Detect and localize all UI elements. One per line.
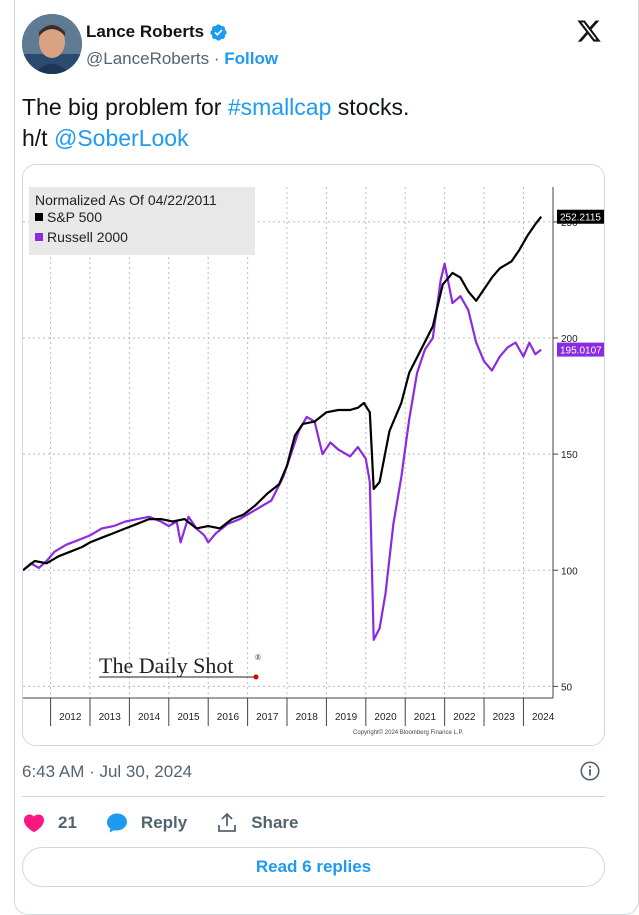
share-label: Share xyxy=(251,813,299,832)
author-handle[interactable]: @LanceRoberts xyxy=(86,49,210,68)
avatar-image xyxy=(22,14,82,74)
follow-button[interactable]: Follow xyxy=(224,49,279,68)
author-handle-row: @LanceRoberts · Follow xyxy=(86,49,278,69)
chart-copyright: Copyright© 2024 Bloomberg Finance L.P. xyxy=(353,729,464,736)
x-logo-icon[interactable] xyxy=(576,18,602,44)
legend-title: Normalized As Of 04/22/2011 xyxy=(35,192,217,208)
watermark-dot xyxy=(253,674,259,680)
legend-box xyxy=(29,187,255,255)
tweet-text-part1: The big problem for xyxy=(22,94,228,120)
x-tick-label-2024: 2024 xyxy=(532,712,555,723)
speech-bubble-icon xyxy=(106,813,127,833)
author-avatar[interactable] xyxy=(22,14,82,74)
heart-icon xyxy=(23,814,45,833)
x-tick-label-2015: 2015 xyxy=(177,712,200,723)
reply-label: Reply xyxy=(140,813,188,832)
sp500-line-end-label-bg xyxy=(557,209,604,224)
tweet-text-part2: stocks. xyxy=(331,94,410,120)
legend-russell-label: Russell 2000 xyxy=(47,229,128,245)
x-tick-label-2016: 2016 xyxy=(217,712,240,723)
x-tick-label-2012: 2012 xyxy=(59,712,82,723)
russell-2000-line-end-label-bg xyxy=(557,342,604,357)
author-display-name[interactable]: Lance Roberts xyxy=(86,22,228,42)
chart-series-lines xyxy=(23,216,543,641)
x-tick-label-2020: 2020 xyxy=(374,712,397,723)
tweet-text: The big problem for #smallcap stocks. h/… xyxy=(22,92,409,154)
series-end-labels: 252.2115 195.0107 xyxy=(557,209,604,357)
display-name-text[interactable]: Lance Roberts xyxy=(86,22,205,41)
y-tick-label-200: 200 xyxy=(561,334,578,345)
legend-sp500-label: S&P 500 xyxy=(47,209,102,225)
hashtag-link[interactable]: #smallcap xyxy=(227,94,332,120)
share-button[interactable]: Share xyxy=(215,811,298,835)
x-tick-label-2023: 2023 xyxy=(493,712,516,723)
x-tick-label-2021: 2021 xyxy=(414,712,437,723)
read-replies-button[interactable]: Read 6 replies xyxy=(22,847,605,887)
tweet-media-chart[interactable]: Normalized As Of 04/22/2011 S&P 500 Russ… xyxy=(22,164,605,746)
like-button[interactable]: 21 xyxy=(22,811,77,835)
divider xyxy=(22,796,605,797)
x-tick-label-2017: 2017 xyxy=(256,712,279,723)
verified-badge-icon xyxy=(210,23,227,41)
hat-tip-prefix: h/t xyxy=(22,125,54,151)
reply-button[interactable]: Reply xyxy=(105,811,187,835)
mention-link[interactable]: @SoberLook xyxy=(53,125,189,151)
handle-separator: · xyxy=(213,49,220,68)
info-icon[interactable] xyxy=(579,760,601,782)
y-tick-label-100: 100 xyxy=(561,566,578,577)
tweet-text-line1: The big problem for #smallcap stocks. xyxy=(22,92,409,123)
x-axis-ticks: 2012 2013 2014 2015 2016 2017 2018 2019 2020 2021… xyxy=(50,698,555,726)
chart-svg: Normalized As Of 04/22/2011 S&P 500 Russ… xyxy=(23,165,604,745)
action-bar: 21 Reply Share xyxy=(22,808,326,838)
russell-2000-line-end-label: 195.0107 xyxy=(560,346,602,357)
share-upload-icon xyxy=(218,812,237,832)
legend-russell-swatch xyxy=(35,233,43,241)
sp500-line xyxy=(23,216,543,572)
x-tick-label-2018: 2018 xyxy=(296,712,319,723)
watermark-registered-mark: ® xyxy=(255,653,261,662)
tweet-text-line2: h/t @SoberLook xyxy=(22,123,409,154)
sp500-line-end-label: 252.2115 xyxy=(560,213,601,224)
x-tick-label-2014: 2014 xyxy=(138,712,161,723)
y-tick-label-150: 150 xyxy=(561,450,578,461)
legend-sp500-swatch xyxy=(35,213,43,221)
watermark-the-daily-shot: The Daily Shot xyxy=(99,653,233,678)
y-tick-label-50: 50 xyxy=(561,682,573,693)
like-count: 21 xyxy=(58,813,77,832)
chart-horizontal-gridlines xyxy=(23,221,553,687)
x-tick-label-2019: 2019 xyxy=(335,712,358,723)
tweet-timestamp[interactable]: 6:43 AM · Jul 30, 2024 xyxy=(22,762,193,781)
x-tick-label-2013: 2013 xyxy=(99,712,122,723)
x-tick-label-2022: 2022 xyxy=(453,712,476,723)
chart-background xyxy=(23,165,604,745)
